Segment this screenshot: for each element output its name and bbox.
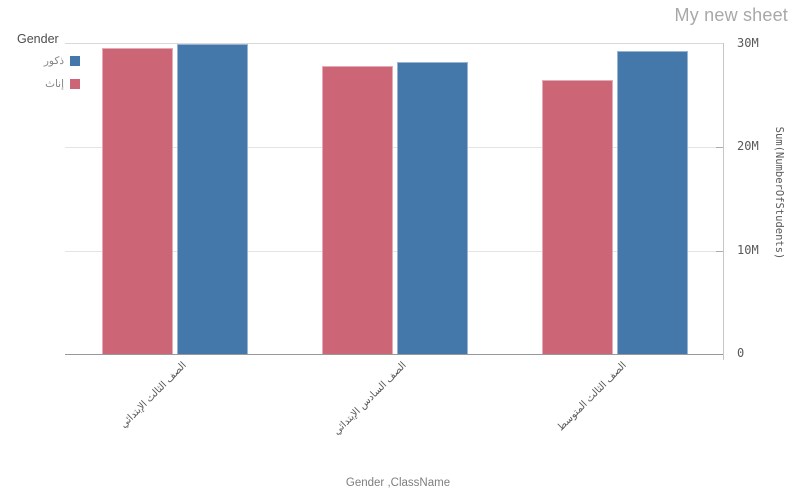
y-axis-tick-label: 30M: [737, 36, 759, 50]
x-axis-label[interactable]: الصف الثالث المتوسط: [555, 360, 629, 434]
gridline: [65, 147, 723, 149]
bar[interactable]: [177, 44, 248, 354]
chart-legend: Gender ذكور إناث: [17, 32, 80, 101]
legend-title: Gender: [17, 32, 59, 46]
y-axis-tick-label: 20M: [737, 139, 759, 154]
bar[interactable]: [617, 51, 688, 354]
x-axis-title: Gender ,ClassName: [345, 477, 451, 489]
legend-item-male[interactable]: ذكور: [17, 54, 80, 67]
legend-item-female[interactable]: إناث: [17, 77, 80, 90]
y-axis-tick-mark: [716, 250, 723, 252]
bar[interactable]: [542, 80, 613, 354]
y-axis-tick-label: 10M: [737, 242, 759, 257]
sheet-title: My new sheet: [674, 5, 788, 25]
legend-item-label: ذكور: [43, 54, 64, 67]
y-axis-tick-mark: [716, 147, 723, 149]
x-axis-label[interactable]: الصف الثالث الإبتدائي: [118, 360, 189, 431]
x-axis-label[interactable]: الصف السادس الإبتدائي: [331, 360, 409, 438]
male-color-swatch-icon: [70, 55, 80, 66]
y-axis-line: [723, 43, 724, 360]
gridline: [65, 250, 723, 252]
bar[interactable]: [397, 62, 468, 354]
y-axis-tick-label: 0: [737, 346, 745, 360]
bar[interactable]: [102, 48, 173, 354]
y-axis-title: Sum(NumberOfStudents): [773, 126, 785, 260]
female-color-swatch-icon: [70, 78, 80, 89]
bar[interactable]: [322, 66, 393, 354]
legend-item-label: إناث: [45, 77, 64, 90]
plot-area: [65, 43, 723, 355]
